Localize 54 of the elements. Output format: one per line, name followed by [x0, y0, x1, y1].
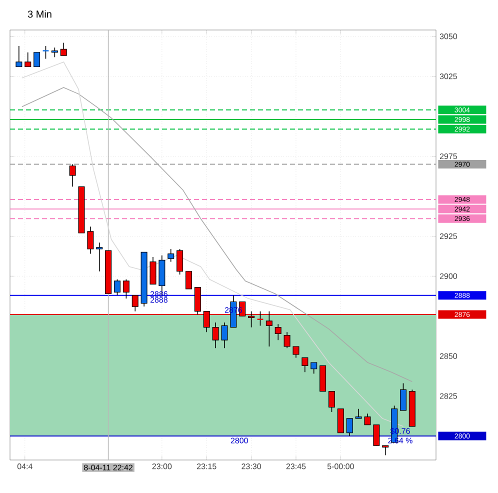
candlestick [69, 164, 76, 188]
candlestick [132, 294, 138, 312]
x-tick-label: 23:30 [242, 464, 262, 470]
x-tick-label: 5-00:00 [327, 464, 354, 470]
candlestick [96, 242, 103, 272]
candlestick [292, 346, 300, 358]
candlestick [168, 248, 174, 262]
y-tick-label: 3025 [440, 74, 457, 80]
candlestick [346, 418, 353, 436]
candlestick [42, 46, 50, 60]
y-tick-label: 3050 [440, 34, 458, 40]
y-tick-label: 2825 [440, 393, 457, 399]
chart-title: 3 Min [28, 10, 52, 18]
annotation: 2888 [150, 297, 168, 303]
annotation: 2876 [224, 307, 242, 313]
candlestick [60, 42, 67, 56]
ref-line-label: 8-04-11 22:42 [84, 464, 133, 470]
candlestick [266, 310, 272, 347]
candlestick [34, 52, 40, 68]
candlestick [122, 278, 130, 299]
candlestick [328, 390, 335, 412]
candlestick [310, 362, 318, 374]
y-tick-label: 2975 [440, 153, 457, 160]
candlestick [114, 278, 120, 296]
candlestick [51, 47, 58, 58]
candlestick [24, 52, 32, 68]
candlestick [337, 408, 344, 434]
candlestick [382, 445, 389, 456]
candlestick [212, 322, 219, 349]
candlestick [284, 332, 290, 349]
candlestick [274, 324, 282, 341]
y-tick-label: 2900 [440, 273, 458, 279]
candlestick [87, 226, 94, 254]
candlestick [194, 286, 201, 315]
x-tick-label: 23:45 [286, 464, 306, 470]
y-tick-label: 2850 [440, 353, 458, 359]
candlestick [150, 256, 156, 285]
candlestick [373, 424, 380, 446]
candlestick [400, 382, 406, 411]
y-tick-label: 2925 [440, 233, 457, 240]
x-tick-label: 04:4 [17, 464, 32, 470]
candlestick [355, 408, 362, 419]
candlestick [221, 322, 228, 349]
x-tick-label: 23:00 [152, 464, 172, 470]
candlestick [16, 46, 22, 68]
candlestick [256, 310, 264, 326]
candlestick [302, 357, 308, 372]
x-tick-label: 23:15 [197, 464, 216, 470]
candlestick [185, 270, 192, 290]
candlestick [248, 310, 255, 328]
annotation: 2800 [230, 438, 248, 444]
candlestick [203, 310, 210, 333]
candlestick [364, 413, 371, 426]
candlestick [176, 248, 184, 275]
